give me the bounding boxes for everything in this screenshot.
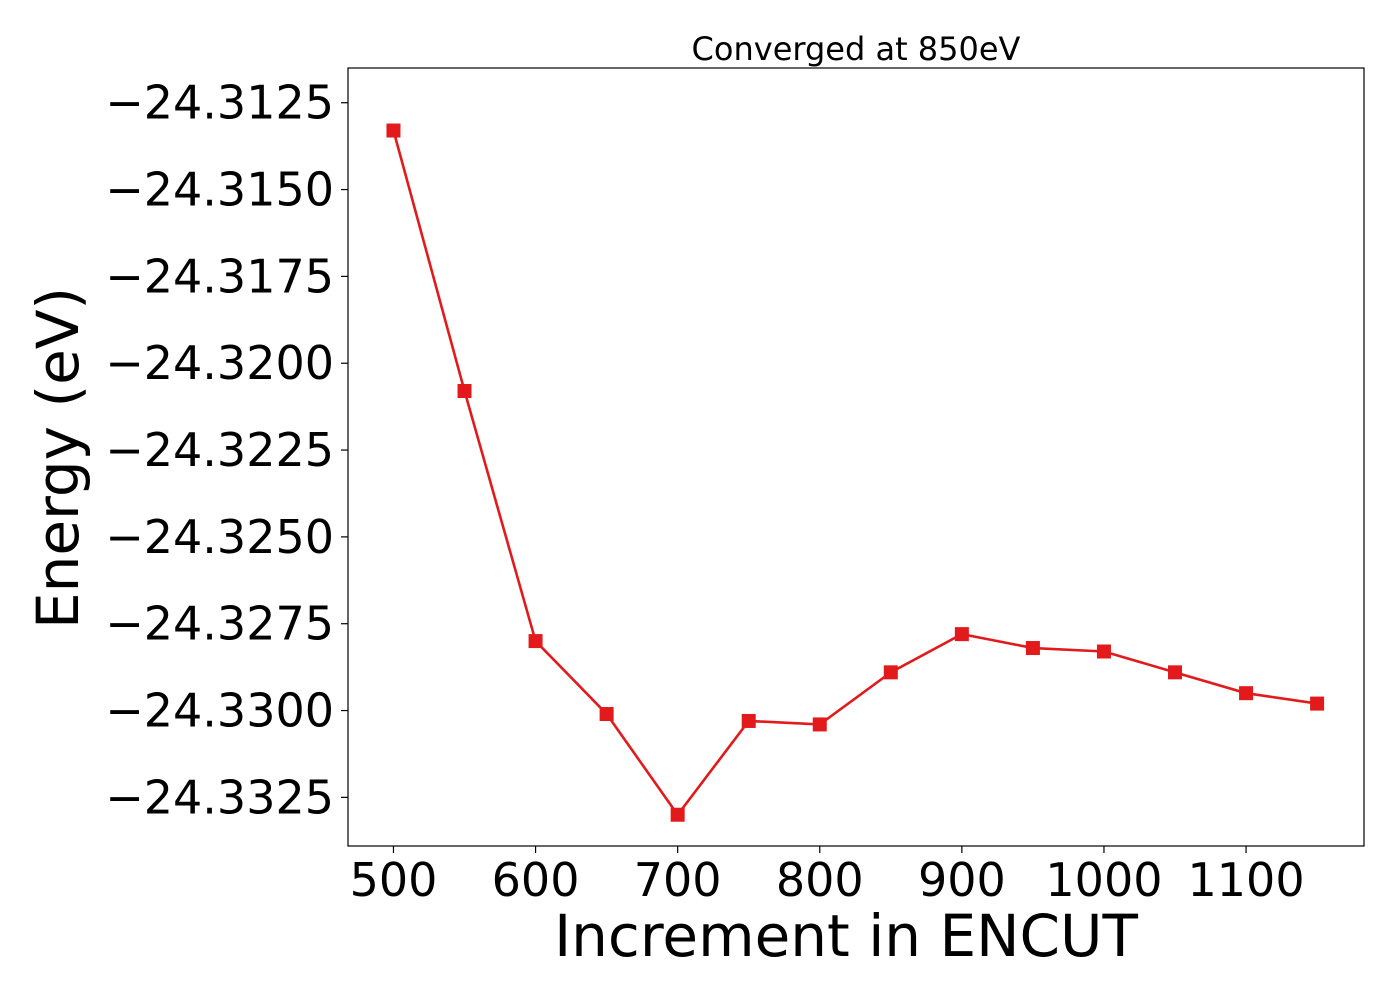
- y-axis-title: Energy (eV): [24, 287, 92, 629]
- data-point: [1025, 641, 1040, 656]
- series-line: [392, 130, 1318, 817]
- plot-frame: [347, 67, 1365, 847]
- y-tick-label: −24.3200: [105, 336, 334, 390]
- data-point: [1096, 644, 1111, 659]
- data-point: [599, 707, 614, 722]
- x-tick-label: 900: [918, 853, 1006, 907]
- data-point: [457, 384, 472, 399]
- data-point: [954, 627, 969, 642]
- data-point: [812, 717, 827, 732]
- chart-title: Converged at 850eV: [692, 30, 1021, 68]
- y-tick-label: −24.3175: [105, 249, 334, 303]
- x-tick-label: 700: [634, 853, 722, 907]
- y-tick-label: −24.3325: [105, 770, 334, 824]
- data-point: [1168, 665, 1183, 680]
- y-axis: −24.3125 −24.3150 −24.3175 −24.3200 −24.3225…: [105, 76, 348, 824]
- data-point: [1239, 686, 1254, 701]
- x-tick-label: 500: [350, 853, 438, 907]
- series-layer: [386, 123, 1325, 822]
- y-tick-label: −24.3125: [105, 76, 334, 130]
- x-axis: 500 600 700 800 900 1000 1100: [350, 846, 1305, 907]
- y-tick-label: −24.3225: [105, 423, 334, 477]
- y-tick-label: −24.3250: [105, 510, 334, 564]
- data-point: [883, 665, 898, 680]
- x-axis-title: Increment in ENCUT: [554, 902, 1138, 970]
- data-point: [670, 807, 685, 822]
- data-point: [528, 634, 543, 649]
- y-tick-label: −24.3275: [105, 597, 334, 651]
- y-tick-label: −24.3300: [105, 684, 334, 738]
- data-point: [741, 713, 756, 728]
- x-tick-label: 1000: [1045, 853, 1162, 907]
- x-tick-label: 800: [776, 853, 864, 907]
- x-tick-label: 600: [492, 853, 580, 907]
- data-point: [386, 123, 401, 138]
- y-tick-label: −24.3150: [105, 163, 334, 217]
- data-point: [1310, 696, 1325, 711]
- x-tick-label: 1100: [1188, 853, 1305, 907]
